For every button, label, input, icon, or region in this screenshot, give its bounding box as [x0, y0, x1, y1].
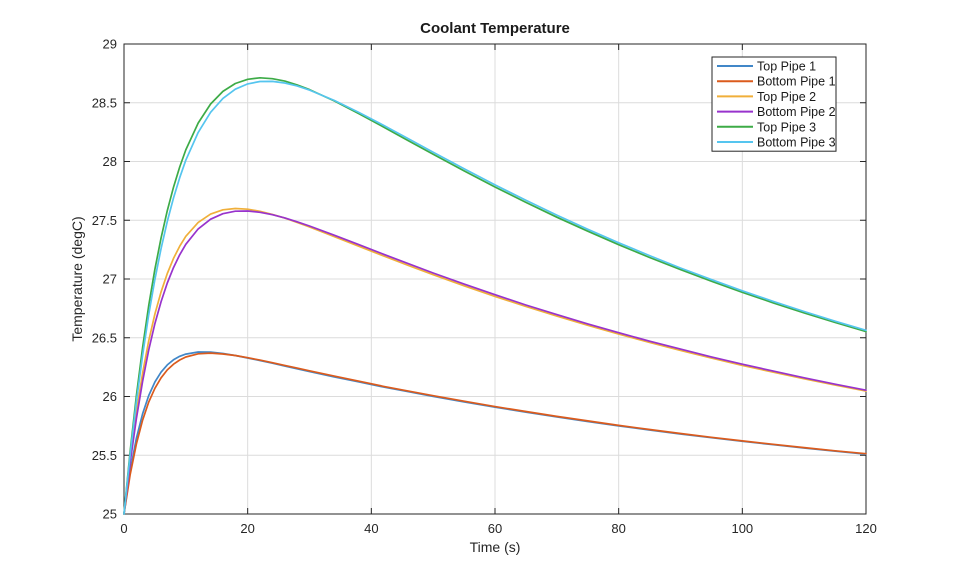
legend-box [711, 56, 837, 152]
gridlines [124, 44, 866, 514]
legend-label-1: Top Pipe 1 [757, 60, 816, 74]
y-tick-label: 25.5 [92, 448, 117, 463]
x-tick-label: 120 [855, 521, 877, 536]
y-tick-label: 27 [103, 272, 117, 287]
x-tick-label: 0 [120, 521, 127, 536]
x-tick-label: 60 [488, 521, 502, 536]
series-line-bottom-pipe-1 [123, 352, 867, 515]
tick-labels: 0 20 40 60 80 100 120 25 25.5 26 26.5 27 27.5 28 28.5 2… [92, 37, 877, 537]
series-line-bottom-pipe-3 [123, 80, 867, 515]
legend-label-3: Top Pipe 2 [757, 90, 816, 104]
x-tick-label: 100 [731, 521, 753, 536]
x-tick-label: 80 [611, 521, 625, 536]
y-tick-label: 29 [103, 37, 117, 52]
series-lines [123, 76, 867, 515]
y-tick-label: 28.5 [92, 95, 117, 110]
y-tick-label: 28 [103, 154, 117, 169]
series-line-bottom-pipe-2 [123, 210, 867, 515]
y-axis-label: Temperature (degC) [69, 216, 85, 341]
legend-label-5: Top Pipe 3 [757, 120, 816, 134]
y-tick-label: 27.5 [92, 213, 117, 228]
x-tick-label: 20 [240, 521, 254, 536]
y-tick-label: 26 [103, 389, 117, 404]
chart-title: Coolant Temperature [420, 20, 570, 37]
y-tick-label: 26.5 [92, 330, 117, 345]
x-tick-label: 40 [364, 521, 378, 536]
legend-label-4: Bottom Pipe 2 [757, 105, 836, 119]
x-axis-label: Time (s) [470, 539, 521, 555]
legend-label-2: Bottom Pipe 1 [757, 75, 836, 89]
y-tick-label: 25 [103, 507, 117, 522]
legend-label-6: Bottom Pipe 3 [757, 136, 836, 150]
